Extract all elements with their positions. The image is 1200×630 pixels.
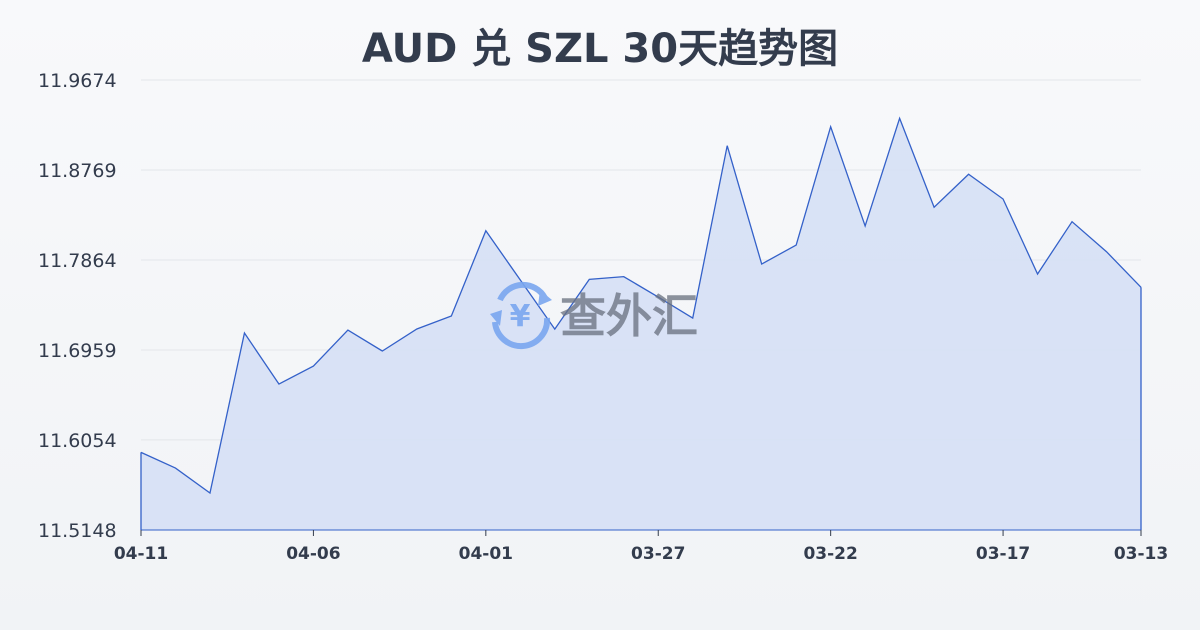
y-tick-label: 11.7864 [38,250,117,272]
y-tick-label: 11.6959 [38,340,117,362]
x-tick-label: 04-11 [114,544,168,564]
area-fill [141,118,1141,530]
x-tick-label: 03-17 [976,544,1030,564]
x-tick-label: 04-01 [459,544,513,564]
y-tick-label: 11.6054 [38,430,117,452]
y-tick-label: 11.8769 [38,160,117,182]
watermark: ¥ 查外汇 [490,281,698,349]
yen-exchange-icon: ¥ [490,281,552,349]
series-line [140,116,1142,495]
y-axis: 11.5148 11.6054 11.6959 11.7864 11.8769 11.96… [38,70,117,542]
watermark-text: 查外汇 [560,289,698,343]
x-tick-label: 03-22 [803,544,857,564]
x-tick-label: 04-06 [286,544,340,564]
y-tick-label: 11.5148 [38,520,117,542]
x-tick-label: 03-27 [631,544,685,564]
x-tick-label: 03-13 [1114,544,1168,564]
x-axis: 04-11 04-06 04-01 03-27 03-22 03-17 03-13 [114,118,1168,564]
y-tick-label: 11.9674 [38,70,117,92]
svg-text:¥: ¥ [510,299,531,334]
chart-title: AUD 兑 SZL 30天趋势图 [362,26,838,72]
